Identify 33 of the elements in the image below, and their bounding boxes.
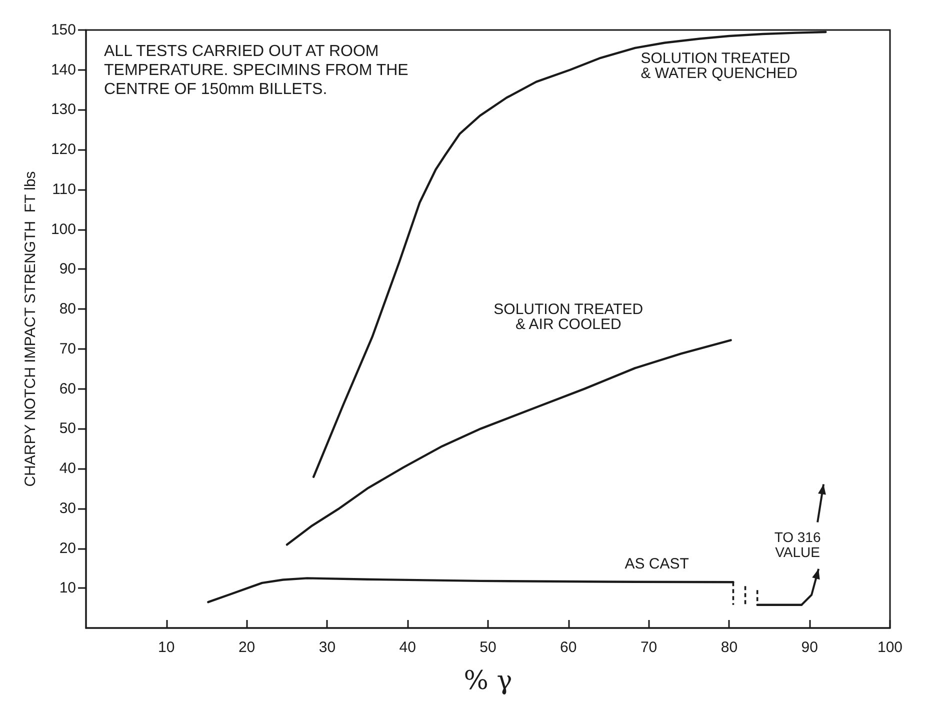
line-series [286,339,732,546]
x-tick-label: 80 [720,639,738,656]
y-tick-label: 110 [52,180,76,198]
y-tick-label: 60 [59,380,76,398]
y-tick-label: 150 [50,22,76,38]
x-tick-label: 50 [480,639,496,656]
y-tick-label: 120 [50,141,76,158]
y-tick-label: 140 [50,61,76,78]
y-axis-title: CHARPY NOTCH IMPACT STRENGTH FT lbs [22,171,39,487]
x-tick-label: 30 [318,639,336,656]
series-label: AS CAST [624,556,689,573]
y-tick-label: 50 [59,420,76,438]
x-tick-label: 100 [877,639,903,656]
y-tick-label: 100 [50,220,76,238]
x-tick-label: 40 [399,639,416,656]
x-axis-title: % γ [464,666,512,696]
annotation: TO 316 VALUE [774,528,821,560]
x-tick-label: 70 [640,639,658,656]
series-label: SOLUTION TREATED & WATER QUENCHED [640,50,798,82]
y-tick-label: 90 [59,260,76,278]
y-tick-label: 40 [59,460,76,478]
text: SOLUTION TREATED & AIR COOLED [494,301,644,334]
x-tick-label: 10 [158,639,175,656]
annotation: ALL TESTS CARRIED OUT AT ROOM TEMPERATURE. SPECIMINS FROM THE CENTRE OF 150mm BILLETS. [104,43,408,98]
y-tick-label: 130 [50,101,76,118]
y-tick-label: 10 [59,580,76,597]
x-tick-label: 20 [238,639,256,656]
y-tick-label: 80 [59,300,76,318]
x-tick-label: 60 [560,639,577,656]
y-tick-label: 20 [59,540,76,557]
x-tick-label: 90 [801,639,818,656]
y-tick-label: 70 [59,340,76,358]
y-tick-label: 30 [59,500,76,517]
